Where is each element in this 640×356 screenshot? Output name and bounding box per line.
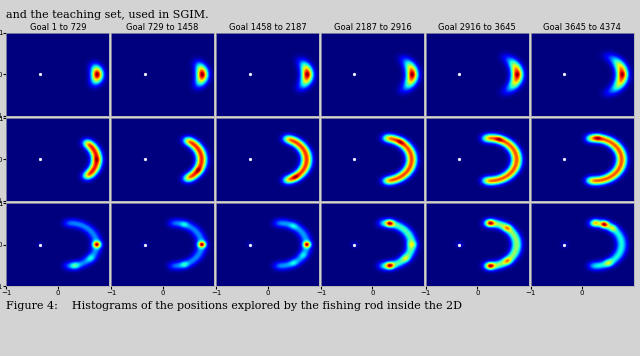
- Title: Goal 1 to 729: Goal 1 to 729: [29, 23, 86, 32]
- Text: and the teaching set, used in SGIM.: and the teaching set, used in SGIM.: [6, 10, 209, 20]
- Title: Goal 729 to 1458: Goal 729 to 1458: [127, 23, 199, 32]
- Title: Goal 3645 to 4374: Goal 3645 to 4374: [543, 23, 621, 32]
- Text: Figure 4:    Histograms of the positions explored by the fishing rod inside the : Figure 4: Histograms of the positions ex…: [6, 301, 462, 311]
- Title: Goal 2187 to 2916: Goal 2187 to 2916: [333, 23, 412, 32]
- Title: Goal 1458 to 2187: Goal 1458 to 2187: [228, 23, 307, 32]
- Title: Goal 2916 to 3645: Goal 2916 to 3645: [438, 23, 516, 32]
